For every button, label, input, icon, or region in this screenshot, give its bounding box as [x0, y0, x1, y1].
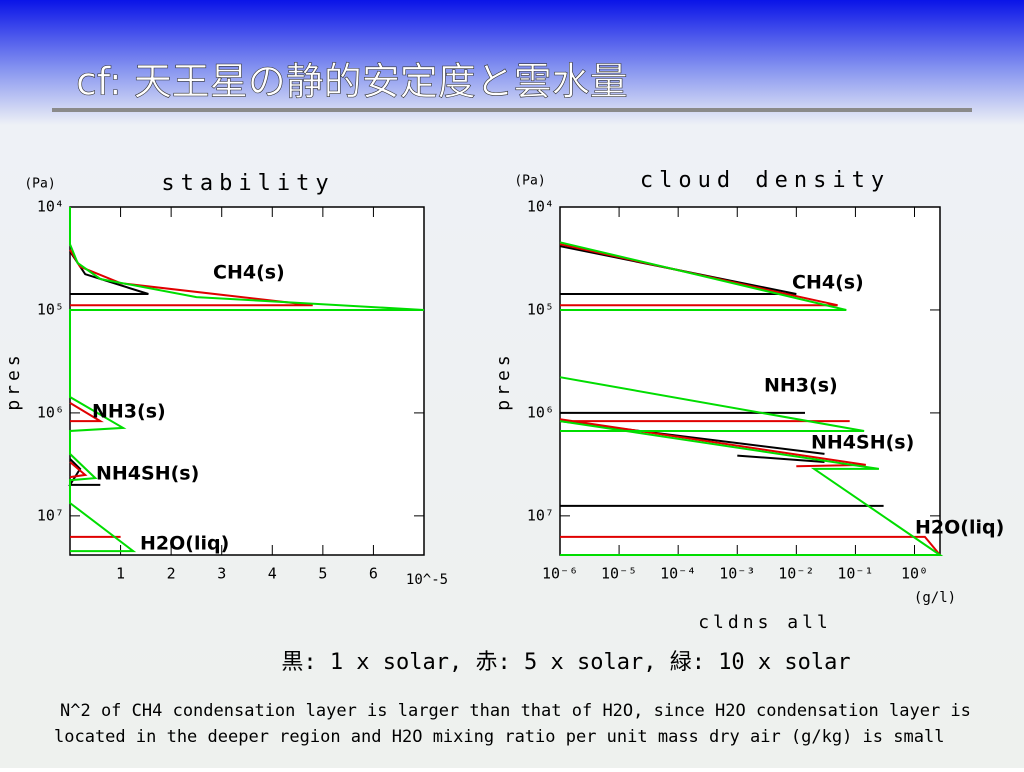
x-tick-label: 5: [318, 565, 327, 583]
x-tick-label: 10⁻⁶: [542, 565, 578, 583]
profile-line: [559, 241, 944, 556]
chart-title: cloud density: [640, 168, 890, 193]
plot-frame: [559, 206, 941, 556]
x-unit: (g/l): [914, 590, 956, 606]
profile-line: [559, 243, 941, 556]
caption-line: located in the deeper region and H2O mix…: [54, 727, 944, 747]
x-tick-label: 10⁻³: [719, 565, 755, 583]
x-tick-label: 10⁻²: [778, 565, 814, 583]
x-tick-label: 1: [116, 565, 125, 583]
x-tick-label: 2: [167, 565, 176, 583]
layer-label: NH4SH(s): [811, 432, 914, 454]
title-rule: [52, 108, 972, 112]
legend-note: 黒: 1 x solar, 赤: 5 x solar, 緑: 10 x sola…: [281, 650, 850, 675]
y-tick-label: 10⁵: [527, 300, 554, 318]
layer-label: H2O(liq): [915, 517, 1004, 539]
y-tick-label: 10⁵: [37, 300, 64, 318]
y-unit: (Pa): [24, 177, 55, 192]
x-tick-label: 4: [268, 565, 277, 583]
x-unit: 10^-5: [406, 572, 448, 588]
y-axis-label: pres: [493, 351, 514, 410]
x-tick-label: 6: [369, 565, 378, 583]
x-tick-label: 10⁻¹: [837, 565, 873, 583]
x-axis-label: cldns all: [698, 612, 832, 633]
layer-label: NH4SH(s): [96, 463, 199, 485]
y-tick-label: 10⁶: [527, 403, 554, 421]
plot-frame: [69, 206, 425, 556]
profile-line: [559, 245, 884, 507]
y-unit: (Pa): [514, 174, 545, 189]
chart-title: stability: [161, 171, 334, 196]
y-tick-label: 10⁴: [37, 198, 64, 216]
y-axis-label: pres: [3, 351, 24, 410]
layer-label: NH3(s): [92, 401, 166, 423]
y-tick-label: 10⁷: [37, 506, 64, 524]
x-tick-label: 10⁻⁴: [660, 565, 696, 583]
slide-title: cf: 天王星の静的安定度と雲水量: [76, 60, 628, 104]
x-tick-label: 10⁻⁵: [601, 565, 637, 583]
layer-label: NH3(s): [764, 375, 838, 397]
x-tick-label: 3: [217, 565, 226, 583]
profile-line: [69, 207, 425, 553]
layer-label: CH4(s): [213, 262, 285, 284]
caption-line: N^2 of CH4 condensation layer is larger …: [60, 701, 971, 721]
x-tick-label: 10⁰: [901, 565, 928, 583]
layer-label: H2O(liq): [140, 533, 229, 555]
y-tick-label: 10⁴: [527, 198, 554, 216]
y-tick-label: 10⁷: [527, 506, 554, 524]
y-tick-label: 10⁶: [37, 403, 64, 421]
layer-label: CH4(s): [792, 272, 864, 294]
